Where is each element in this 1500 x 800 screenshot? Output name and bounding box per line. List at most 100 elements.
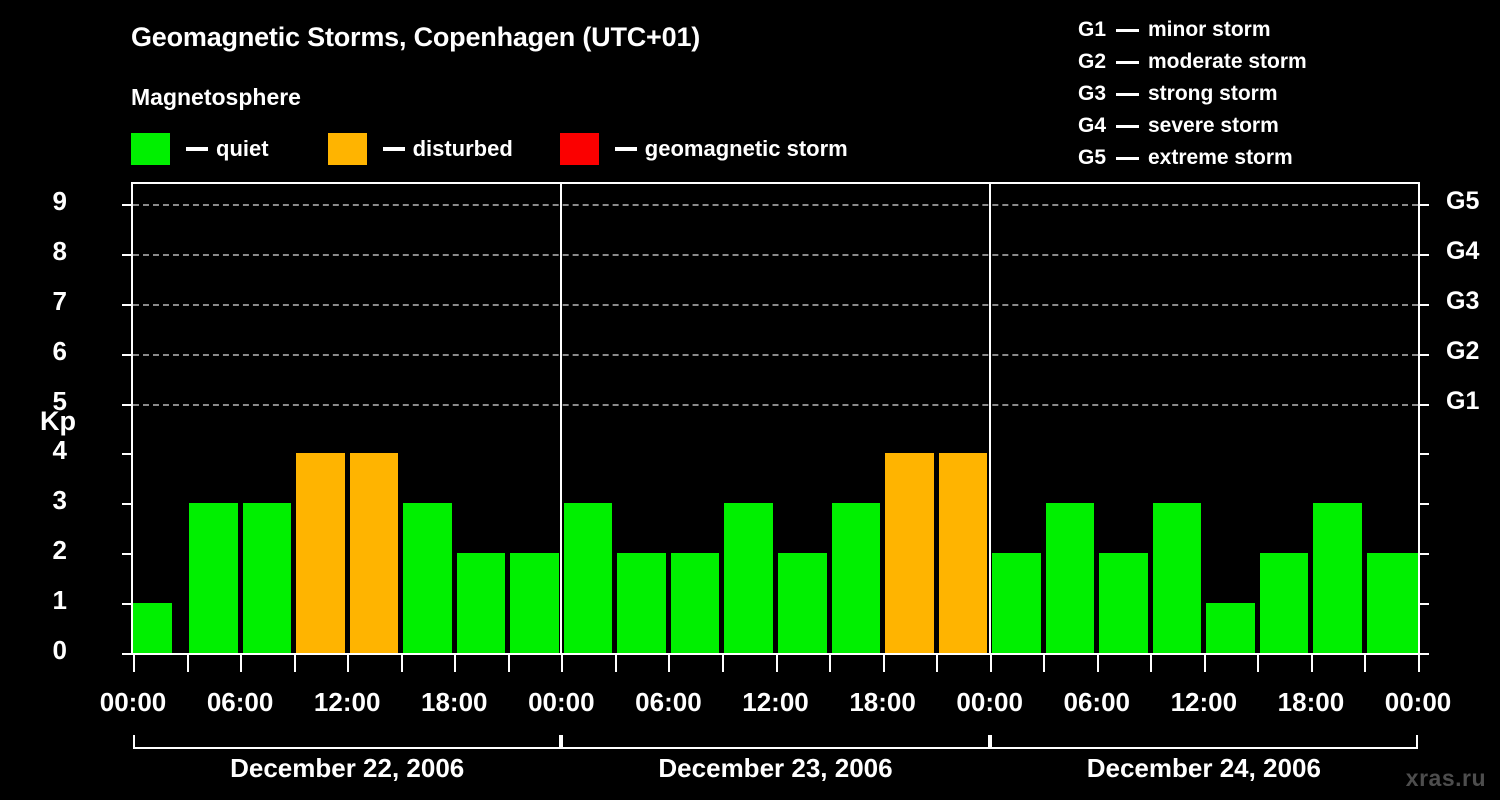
legend-dash-icon <box>614 147 637 151</box>
gscale-dash-icon <box>1116 156 1139 160</box>
x-tick <box>1364 655 1367 672</box>
gscale-row-g1: G1 minor storm <box>1078 14 1307 46</box>
page-title: Geomagnetic Storms, Copenhagen (UTC+01) <box>131 22 701 52</box>
x-tick-label: 00:00 <box>528 687 595 717</box>
kp-bar <box>189 503 238 653</box>
kp-bar <box>510 553 559 653</box>
x-tick-label: 18:00 <box>421 687 488 717</box>
x-tick <box>1310 655 1313 672</box>
y-tick-label: 1 <box>52 585 67 616</box>
y-tick-label: 2 <box>52 535 67 566</box>
x-tick <box>989 655 992 672</box>
gscale-code: G2 <box>1078 50 1107 73</box>
kp-bar <box>1259 553 1309 653</box>
legend-dash-icon <box>186 147 208 151</box>
y-tick-right <box>1418 253 1429 256</box>
gscale-desc: strong storm <box>1148 82 1278 105</box>
x-tick <box>936 655 939 672</box>
y-axis-title: Kp <box>40 406 76 436</box>
y-tick <box>122 503 133 506</box>
y-tick-right <box>1418 403 1429 406</box>
legend-swatch-quiet <box>131 133 170 165</box>
x-tick <box>668 655 671 672</box>
x-tick <box>133 655 135 672</box>
legend-dash-icon <box>382 147 405 151</box>
x-tick <box>186 655 189 672</box>
g-scale-label: G5 <box>1446 186 1480 215</box>
legend-swatch-storm <box>559 133 599 165</box>
y-tick-right <box>1418 303 1429 306</box>
date-bracket <box>133 735 562 749</box>
kp-bar <box>1152 503 1202 653</box>
legend-entry-storm: geomagnetic storm <box>559 133 848 165</box>
kp-bar <box>778 553 827 653</box>
gscale-code: G4 <box>1078 114 1107 137</box>
legend-label-storm: geomagnetic storm <box>644 136 848 161</box>
x-tick-label: 00:00 <box>1384 687 1452 717</box>
day-divider <box>988 184 991 653</box>
gscale-code: G3 <box>1078 82 1107 105</box>
x-tick <box>507 655 510 672</box>
x-tick-label: 12:00 <box>1170 687 1238 717</box>
gscale-row-g4: G4 severe storm <box>1078 110 1307 142</box>
x-tick-label: 06:00 <box>206 687 274 717</box>
x-tick-label: 18:00 <box>849 687 916 717</box>
y-tick <box>122 453 133 456</box>
gscale-dash-icon <box>1116 92 1139 96</box>
y-tick-right <box>1418 453 1429 456</box>
legend-swatch-disturbed <box>327 133 367 165</box>
x-tick <box>775 655 778 672</box>
day-divider <box>560 184 563 653</box>
y-axis-ticks <box>122 184 1429 655</box>
x-tick <box>1150 655 1153 672</box>
gridline <box>133 303 1418 306</box>
x-tick <box>721 655 724 672</box>
legend-entry-disturbed: disturbed <box>327 133 513 165</box>
date-label: December 23, 2006 <box>658 753 893 783</box>
x-tick <box>614 655 617 672</box>
y-tick-label: 8 <box>52 235 67 266</box>
x-tick <box>561 655 564 672</box>
kp-bar <box>563 503 613 653</box>
kp-bar <box>1313 503 1362 653</box>
x-tick-label: 18:00 <box>1277 687 1345 717</box>
x-tick-label: 12:00 <box>313 687 381 717</box>
bar-series <box>133 184 1418 653</box>
chart-subtitle: Magnetosphere <box>131 84 301 110</box>
y-tick-label: 5 <box>52 385 67 416</box>
x-tick <box>1203 655 1206 672</box>
kp-bar <box>1099 553 1148 653</box>
x-tick <box>1418 655 1420 672</box>
y-tick <box>122 353 133 356</box>
kp-bar <box>403 503 452 653</box>
kp-bar <box>456 553 506 653</box>
kp-bar <box>296 453 345 653</box>
gscale-row-g2: G2 moderate storm <box>1078 46 1307 78</box>
x-tick-label: 06:00 <box>1063 687 1131 717</box>
gscale-legend: G1 minor storm G2 moderate storm G3 stro… <box>1078 14 1307 174</box>
kp-bar <box>724 503 773 653</box>
y-tick-right <box>1418 203 1429 206</box>
x-tick <box>1096 655 1099 672</box>
gridline <box>133 253 1418 256</box>
gscale-desc: severe storm <box>1148 114 1279 137</box>
kp-bar <box>885 453 934 653</box>
gscale-row-g3: G3 strong storm <box>1078 78 1307 110</box>
gscale-dash-icon <box>1116 124 1139 128</box>
y-tick <box>122 253 133 256</box>
x-tick-label: 12:00 <box>742 687 809 717</box>
x-tick <box>1043 655 1046 672</box>
x-tick <box>400 655 403 672</box>
x-tick <box>882 655 885 672</box>
kp-bar <box>938 453 988 653</box>
y-tick <box>122 553 133 556</box>
y-tick <box>122 653 133 655</box>
g-scale-label: G1 <box>1446 386 1480 415</box>
gridline <box>133 203 1418 206</box>
date-label: December 22, 2006 <box>230 753 465 783</box>
y-tick-right <box>1418 503 1429 506</box>
x-tick <box>454 655 457 672</box>
y-tick <box>122 603 133 606</box>
x-tick-label: 06:00 <box>635 687 702 717</box>
